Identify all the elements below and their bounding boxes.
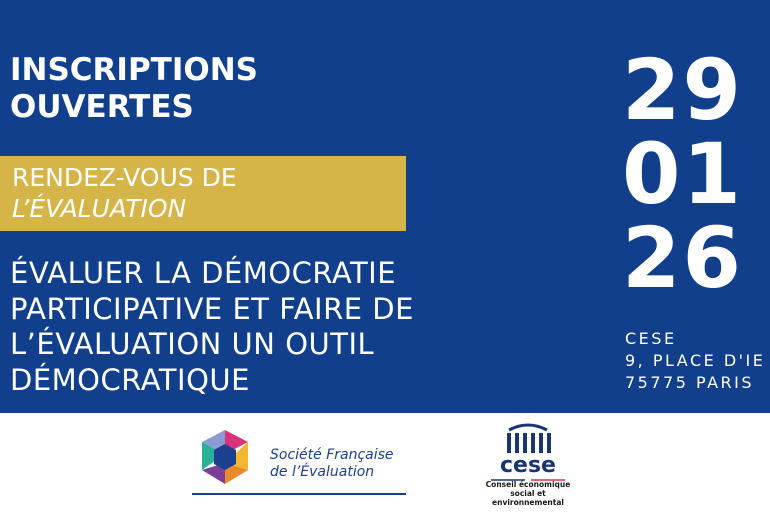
sfe-name: Société Française de l’Évaluation	[270, 447, 394, 481]
address-line: 9, PLACE D'IE	[625, 351, 766, 370]
date-month: 01	[622, 125, 743, 223]
address-line: 75775 PARIS	[625, 373, 755, 392]
cese-logo	[491, 423, 565, 481]
columns	[507, 433, 551, 453]
event-label: RENDEZ-VOUS DE L’ÉVALUATION	[12, 162, 237, 224]
date-year: 26	[622, 209, 743, 307]
topic-line: ÉVALUER LA DÉMOCRATIE	[10, 256, 397, 290]
event-line: RENDEZ-VOUS DE	[12, 163, 237, 192]
hex-part	[202, 463, 225, 484]
hex-part	[225, 463, 248, 484]
gold-box	[0, 156, 406, 231]
headline-line: OUVERTES	[10, 89, 194, 125]
date: 29 01 26	[622, 48, 743, 300]
topic-line: L’ÉVALUATION UN OUTIL	[10, 327, 375, 361]
hex-part	[202, 442, 225, 470]
address-line: CESE	[625, 329, 677, 348]
topic-line: PARTICIPATIVE ET FAIRE DE	[10, 291, 414, 326]
cese-sub-line: Conseil économique	[485, 480, 571, 489]
topic: ÉVALUER LA DÉMOCRATIE PARTICIPATIVE ET F…	[10, 256, 414, 398]
event-line: L’ÉVALUATION	[12, 194, 187, 223]
sfe-line: de l’Évaluation	[270, 464, 375, 480]
cese-name: cese	[500, 453, 556, 478]
topic-line: DÉMOCRATIQUE	[10, 362, 250, 397]
cese-subtitle: Conseil économique social et environneme…	[482, 480, 574, 507]
cese-sub-line: environnemental	[492, 498, 564, 507]
date-day: 29	[622, 41, 743, 139]
hex-core	[214, 444, 236, 470]
cese-sub-line: social et	[510, 489, 546, 498]
address: CESE 9, PLACE D'IE 75775 PARIS	[625, 328, 765, 394]
headline: INSCRIPTIONS OUVERTES	[10, 52, 258, 126]
sfe-line: Société Française	[270, 447, 394, 463]
dome	[508, 423, 548, 432]
headline-line: INSCRIPTIONS	[10, 52, 258, 88]
sfe-logo	[192, 430, 406, 495]
